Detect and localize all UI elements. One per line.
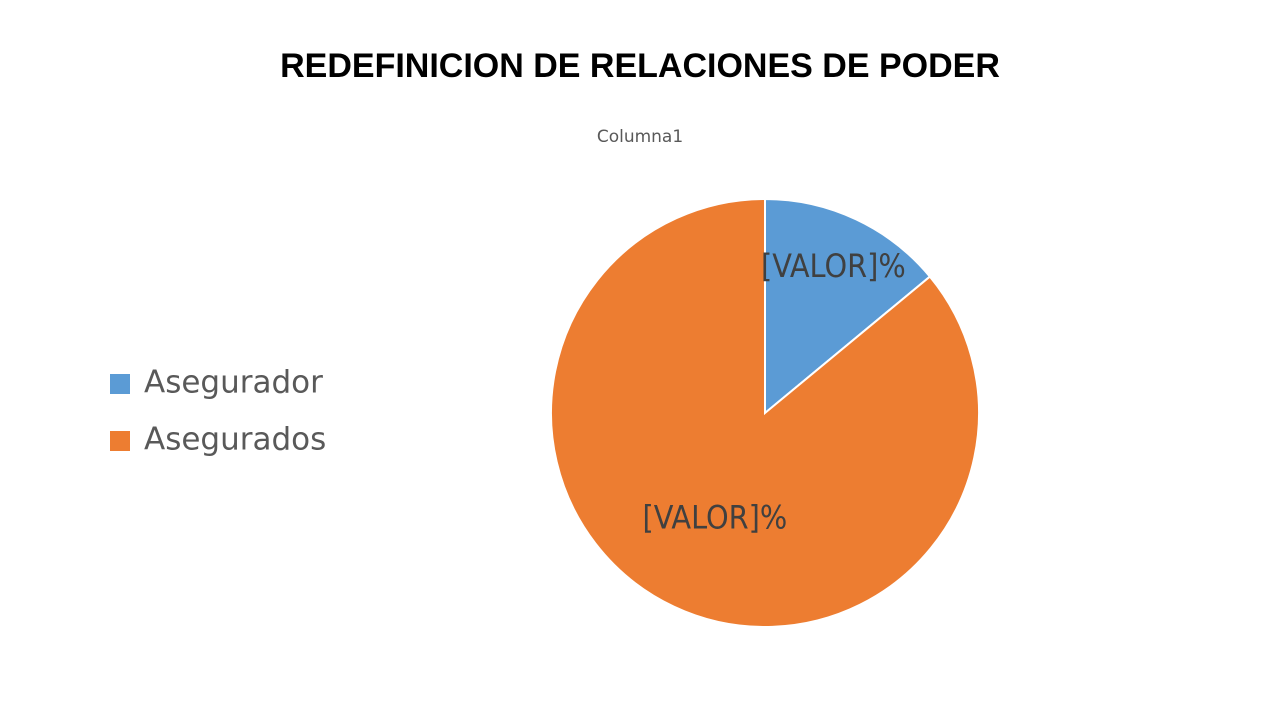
pie-slice xyxy=(550,197,980,628)
chart-title: REDEFINICION DE RELACIONES DE PODER xyxy=(280,47,1000,85)
chart-subtitle: Columna1 xyxy=(597,127,683,147)
legend-swatch xyxy=(110,431,130,451)
data-label: [VALOR]% xyxy=(761,247,906,285)
data-label: [VALOR]% xyxy=(643,498,788,536)
pie-slice xyxy=(764,197,932,416)
legend-swatch xyxy=(110,374,130,394)
legend-label: Asegurados xyxy=(144,422,326,458)
legend-label: Asegurador xyxy=(144,365,323,401)
